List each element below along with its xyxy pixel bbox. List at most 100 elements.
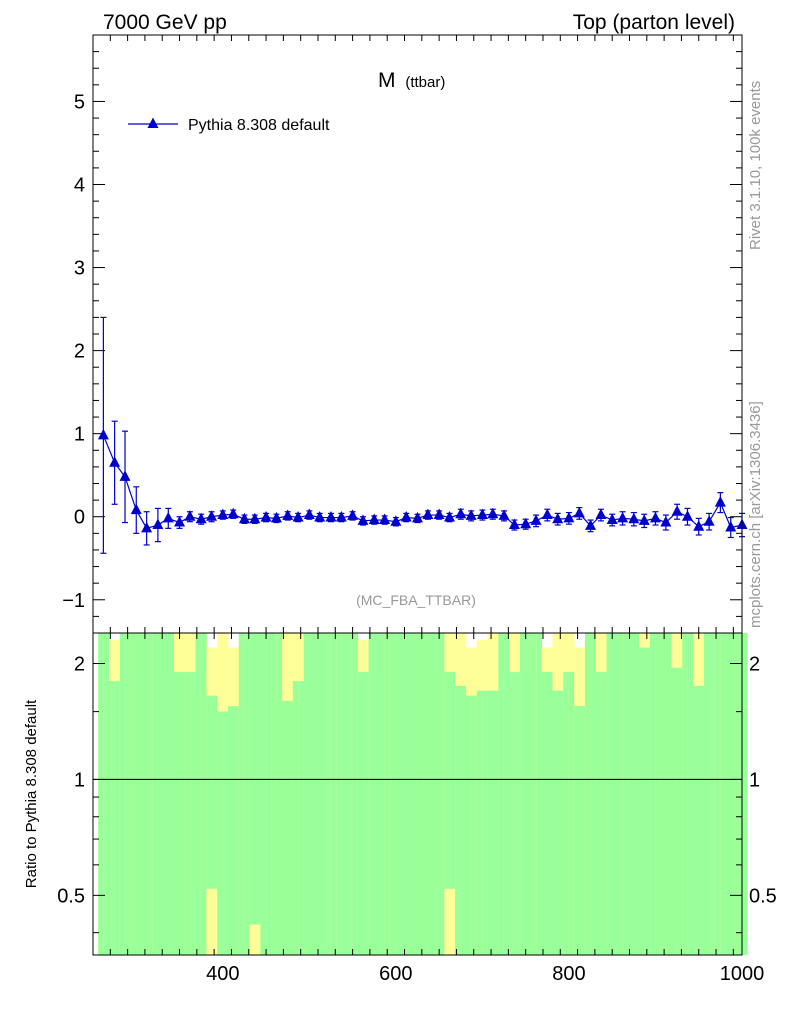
ratio-band-inner bbox=[547, 672, 553, 955]
data-point-marker bbox=[335, 511, 347, 522]
ratio-band-inner bbox=[433, 633, 440, 955]
ratio-band-inner bbox=[530, 633, 537, 955]
ratio-band-inner bbox=[114, 681, 121, 955]
ratio-band-inner bbox=[287, 700, 294, 955]
data-point-marker bbox=[152, 518, 164, 530]
ratio-band-inner bbox=[633, 633, 640, 955]
ratio-band-inner bbox=[574, 706, 580, 955]
ratio-band-inner bbox=[379, 633, 386, 955]
data-point-marker bbox=[671, 505, 683, 516]
data-point-marker bbox=[412, 511, 423, 523]
ratio-band-inner bbox=[200, 633, 207, 955]
ratio-band-inner bbox=[330, 633, 337, 955]
ratio-band-inner bbox=[584, 633, 591, 955]
ratio-band-inner bbox=[438, 633, 445, 955]
data-point-marker bbox=[368, 513, 380, 525]
ratio-band-inner bbox=[406, 633, 413, 955]
ratio-band-inner bbox=[303, 633, 310, 955]
data-point-marker bbox=[162, 511, 174, 523]
y-tick-label: 3 bbox=[74, 258, 85, 280]
data-point-marker bbox=[585, 519, 597, 530]
ratio-band-inner bbox=[163, 633, 169, 955]
data-point-marker bbox=[508, 518, 520, 530]
ratio-band-inner bbox=[384, 633, 391, 955]
data-point-marker bbox=[260, 511, 272, 522]
ratio-band-inner bbox=[363, 672, 370, 955]
ratio-plot-panel: 0.5 0.5 1 1 2 2 400 600 800 1000 Ratio to Pythia… bbox=[23, 632, 777, 985]
data-point-marker bbox=[270, 511, 282, 523]
ratio-band-inner bbox=[179, 672, 186, 955]
ratio-band-inner bbox=[282, 700, 288, 955]
ratio-band-inner bbox=[271, 633, 278, 955]
data-point-marker bbox=[400, 511, 412, 522]
data-point-marker bbox=[249, 512, 261, 524]
ratio-y-tick-label-left: 1 bbox=[74, 769, 85, 791]
data-point-marker bbox=[606, 513, 618, 525]
ratio-band-inner bbox=[676, 667, 683, 955]
ratio-band-inner bbox=[417, 633, 424, 955]
ratio-band-inner bbox=[255, 633, 261, 925]
ratio-band-inner bbox=[401, 633, 407, 955]
ratio-band-inner bbox=[319, 633, 326, 955]
ratio-band-inner bbox=[341, 633, 348, 955]
ratio-band-inner bbox=[227, 706, 234, 955]
ratio-plot-frame bbox=[92, 632, 743, 956]
ratio-band-inner bbox=[136, 633, 142, 955]
beam-energy-label: 7000 GeV pp bbox=[103, 11, 227, 34]
ratio-band-inner bbox=[292, 681, 299, 955]
ratio-band-inner bbox=[141, 633, 148, 955]
ratio-band-inner bbox=[130, 633, 137, 955]
ratio-band-inner bbox=[509, 672, 516, 955]
ratio-band-inner bbox=[611, 633, 618, 955]
ratio-band-inner bbox=[606, 633, 613, 955]
ratio-band-inner bbox=[552, 690, 559, 955]
ratio-band-inner bbox=[687, 633, 694, 955]
ratio-band-inner bbox=[276, 633, 283, 955]
data-point-marker bbox=[97, 428, 109, 440]
ratio-band-inner bbox=[411, 633, 418, 955]
y-tick-label: 4 bbox=[74, 175, 85, 197]
data-point-marker bbox=[433, 508, 445, 520]
data-point-marker bbox=[184, 510, 196, 521]
ratio-y-tick-label-left: 0.5 bbox=[57, 885, 85, 907]
ratio-band-inner bbox=[557, 690, 564, 955]
ratio-y-axis-label: Ratio to Pythia 8.308 default bbox=[23, 699, 40, 888]
data-point-marker bbox=[347, 509, 359, 520]
data-point-marker bbox=[303, 508, 315, 520]
data-point-marker bbox=[660, 516, 672, 527]
data-point-marker bbox=[638, 514, 650, 525]
ratio-x-tick-labels: 400 600 800 1000 bbox=[206, 963, 764, 985]
ratio-band-inner bbox=[444, 672, 451, 889]
x-tick-label: 400 bbox=[206, 963, 239, 985]
ratio-band-inner bbox=[152, 633, 159, 955]
data-point-marker bbox=[314, 511, 326, 522]
ratio-band-inner bbox=[249, 633, 256, 925]
y-tick-label: 2 bbox=[74, 341, 85, 363]
ratio-band-inner bbox=[346, 633, 353, 955]
ratio-band-inner bbox=[655, 633, 662, 955]
data-point-marker bbox=[292, 511, 304, 522]
data-point-marker bbox=[725, 521, 737, 532]
ratio-y-tick-label-left: 2 bbox=[74, 653, 85, 675]
data-point-marker bbox=[541, 508, 553, 520]
data-point-marker bbox=[487, 507, 499, 519]
ratio-band-inner bbox=[563, 672, 570, 955]
ratio-band-inner bbox=[465, 695, 472, 955]
ratio-band-inner bbox=[260, 633, 267, 955]
data-point-marker bbox=[130, 503, 142, 515]
ratio-band-inner bbox=[157, 633, 164, 955]
legend-series-name: Pythia 8.308 default bbox=[188, 117, 330, 134]
data-point-marker bbox=[563, 511, 575, 523]
ratio-band-inner bbox=[422, 633, 429, 955]
analysis-watermark: (MC_FBA_TTBAR) bbox=[356, 592, 476, 608]
ratio-band-inner bbox=[709, 633, 716, 955]
ratio-band-inner bbox=[725, 633, 732, 955]
data-point-marker bbox=[195, 512, 207, 524]
data-point-marker bbox=[422, 508, 434, 520]
ratio-band-inner bbox=[109, 681, 115, 955]
ratio-band-inner bbox=[660, 633, 667, 955]
data-point-marker bbox=[282, 509, 294, 520]
ratio-band-inner bbox=[622, 633, 629, 955]
data-point-marker bbox=[530, 514, 542, 525]
